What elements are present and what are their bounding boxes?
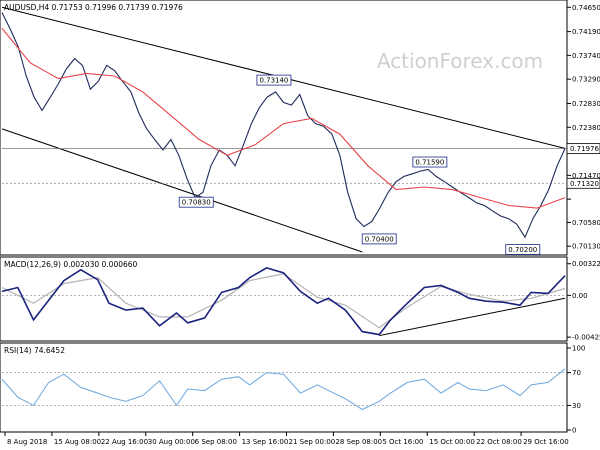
x-tick-label: 13 Sep 16:00 [242,438,289,446]
price-annotation-label: 0.70830 [182,199,211,207]
y-tick-label: 30 [572,402,581,410]
x-tick-label: 8 Aug 2018 [7,438,47,446]
x-tick-label: 6 Sep 08:00 [195,438,237,446]
y-tick-label: 100 [572,345,585,353]
lower-trendline [1,128,363,253]
x-axis: 8 Aug 2018 15 Aug 08:00 22 Aug 16:00 30 Aug… [4,432,569,446]
rsi-line [1,368,566,411]
moving-average-line [1,28,566,209]
x-tick-label: 15 Oct 00:00 [429,438,475,446]
y-tick-label: 0.73740 [572,52,600,60]
price-annotation-label: 0.70200 [508,246,537,254]
x-tick-label: 5 Oct 16:00 [382,438,423,446]
x-tick-label: 22 Aug 16:00 [101,438,148,446]
price-plot: 0.74650 0.74190 0.73740 0.73290 0.72830 0.723… [1,4,600,255]
price-annotation-box [412,156,448,168]
price-header: AUDUSD,H4 0.71753 0.71996 0.71739 0.7197… [4,3,183,12]
rsi-panel-frame [0,342,568,433]
macd-plot: 0.003224 0.00 -0.004259 [1,260,600,342]
y-tick-label: 0.70130 [572,243,600,251]
price-line [1,12,566,239]
watermark: ActionForex.com [377,49,543,73]
price-annotation-label: 0.73140 [259,77,288,85]
price-annotation-box [361,233,397,245]
y-tick-label: 0.72380 [572,124,600,132]
macd-line [1,267,566,336]
rsi-plot: 100 70 30 0 [1,345,585,435]
y-tick-label: 0.00 [572,292,588,300]
y-tick-label: 0.70580 [572,219,600,227]
macd-trendline [379,297,566,337]
x-tick-label: 28 Sep 08:00 [335,438,382,446]
y-tick-label: -0.004259 [572,334,600,342]
level-price-label: 0.71320 [570,180,599,188]
y-tick-label: 0.003224 [572,260,600,268]
y-tick-label: 0.74650 [572,4,600,12]
y-tick-label: 0.73290 [572,76,600,84]
y-tick-label: 0.74190 [572,28,600,36]
price-annotation-box [178,196,214,208]
y-tick-label: 0.71470 [572,172,600,180]
y-tick-label: 0 [572,427,576,435]
level-price-tag [566,177,600,189]
macd-panel-frame [0,256,568,342]
price-annotation-label: 0.71590 [415,159,444,167]
x-tick-label: 15 Aug 08:00 [54,438,101,446]
current-price-label: 0.71976 [570,145,599,153]
y-tick-label: 0.72830 [572,100,600,108]
current-price-tag [566,143,600,155]
x-tick-label: 21 Sep 00:00 [289,438,336,446]
x-tick-label: 30 Aug 00:00 [148,438,195,446]
price-annotation-box [505,244,541,255]
x-tick-label: 29 Oct 16:00 [523,438,569,446]
price-annotation-label: 0.70400 [365,235,394,243]
y-tick-label: 70 [572,369,581,377]
x-tick-label: 22 Oct 08:00 [476,438,522,446]
price-annotation-box [256,74,292,86]
rsi-header: RSI(14) 74.6452 [4,346,65,355]
macd-header: MACD(12,26,9) 0.002030 0.000660 [4,260,138,269]
